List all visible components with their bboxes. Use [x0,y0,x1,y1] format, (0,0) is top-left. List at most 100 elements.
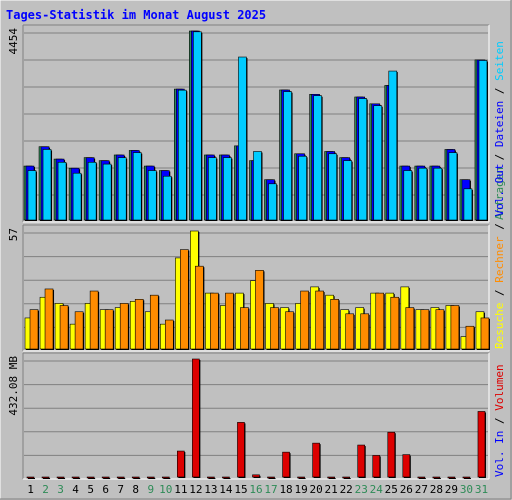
bar-seiten-day-5 [87,162,98,221]
bar-volumen-day-6-shadow [103,478,111,479]
day-label-9: 9 [147,483,154,496]
bar-rechner-day-3-body [59,305,69,350]
panel-volume: 432.08 MB Vol. In / Volumen [7,352,506,480]
bar-volumen-day-8-shadow [133,478,141,479]
panel-hits-legend: Anfragen / Dateien / Seiten [493,41,506,220]
bar-volumen-day-24-body [372,455,381,478]
bar-volumen-day-22 [342,476,351,479]
bar-rechner-day-8 [134,299,145,350]
bar-rechner-day-8-body [134,299,144,350]
panel-visits-legend: Besuche / Rechner / Vol. Out [493,164,506,349]
bar-volumen-day-21-body [327,476,335,479]
day-label-18: 18 [279,483,292,496]
panel-hits-legend-segment: / [493,81,506,101]
day-label-19: 19 [294,483,307,496]
day-label-26: 26 [400,483,413,496]
bar-volumen-day-16-body [252,474,260,478]
bar-volumen-day-31-body [477,411,486,478]
bar-rechner-day-3 [59,305,70,350]
bar-rechner-day-23 [360,313,370,350]
panel-hits: 4454 Anfragen / Dateien / Seiten [7,24,506,223]
bar-volumen-day-16 [252,474,261,478]
bar-rechner-day-11 [180,249,190,350]
bar-volumen-day-13-body [207,476,215,479]
bar-rechner-day-16 [255,270,265,350]
bar-seiten-day-12-body [193,31,202,221]
bar-volumen-day-15-body [237,422,245,478]
bar-volumen-day-23 [357,444,366,478]
day-label-13: 13 [204,483,217,496]
panel-visits-legend-segment: / [493,283,506,303]
bar-volumen-day-19 [297,476,306,479]
bar-volumen-day-12 [192,358,201,478]
bar-volumen-day-19-body [297,476,305,479]
bar-seiten-day-1 [27,170,37,221]
panel-visits-legend-segment: / [493,217,506,237]
panel-hits-scale-label: 4454 [7,28,20,55]
bar-rechner-day-13 [210,292,220,350]
bar-volumen-day-27-body [417,476,426,479]
bar-seiten-day-31-body [478,60,488,221]
panel-visits-legend-segment: Vol. Out [493,164,506,217]
bar-rechner-day-21 [330,299,340,350]
bar-volumen-day-17-body [267,476,275,479]
bar-volumen-day-21-shadow [328,478,336,479]
bar-volumen-day-5-shadow [88,478,96,479]
bar-seiten-day-12 [193,31,203,222]
bar-seiten-day-27-body [418,167,428,221]
bar-rechner-day-30-body [465,325,475,350]
bar-seiten-day-14 [223,157,233,221]
bar-rechner-day-21-body [330,299,339,350]
day-label-2: 2 [42,483,49,496]
bar-volumen-day-7-shadow [118,478,126,479]
bar-rechner-day-10 [164,319,175,350]
bar-rechner-day-5 [89,290,100,350]
day-label-28: 28 [430,483,443,496]
bar-rechner-day-7-body [119,303,129,350]
panel-hits-legend-segment: / [493,147,506,167]
panel-visits-scale-label: 57 [7,228,20,241]
bar-volumen-day-14-body [222,476,230,479]
bar-volumen-day-30-shadow [463,478,471,479]
bar-volumen-day-29 [447,476,456,479]
bar-rechner-day-18-body [285,311,294,350]
bar-volumen-day-24 [372,455,381,478]
bar-rechner-day-6 [104,309,115,350]
day-label-5: 5 [87,483,94,496]
bar-rechner-day-4-body [74,311,84,350]
bar-volumen-day-19-shadow [298,478,306,479]
bar-volumen-day-17-shadow [268,478,276,479]
day-label-15: 15 [234,483,247,496]
day-label-8: 8 [132,483,139,496]
bar-rechner-day-31 [480,317,490,350]
bar-volumen-day-20-body [312,442,320,478]
chart-title: Tages-Statistik im Monat August 2025 [6,8,266,22]
bar-volumen-day-27-shadow [418,478,426,479]
bar-seiten-day-29 [448,152,458,221]
bar-rechner-day-26-body [405,307,415,350]
bar-volumen-day-3 [56,476,66,479]
bar-seiten-day-13 [208,157,218,221]
bar-rechner-day-18 [285,311,295,350]
bar-volumen-day-20 [312,442,321,478]
panel-volume-scale-label: 432.08 MB [7,356,20,416]
bar-seiten-day-30 [463,188,473,221]
bar-rechner-day-19-body [300,290,309,350]
panel-volume-legend: Vol. In / Volumen [493,364,506,477]
day-label-31: 31 [475,483,488,496]
bar-rechner-day-20 [315,290,325,350]
bar-rechner-day-25-body [390,296,400,350]
bar-seiten-day-6-body [102,163,112,221]
bar-volumen-day-22-shadow [343,478,351,479]
bar-seiten-day-9 [147,170,158,221]
bar-volumen-day-9-body [146,476,155,479]
bar-volumen-day-22-body [342,476,350,479]
bar-volumen-day-2-body [41,476,50,479]
panel-volume-legend-segment: / [493,411,506,431]
bar-seiten-day-20 [313,95,323,221]
bar-volumen-day-4 [71,476,81,479]
panel-visits: 57 Besuche / Rechner / Vol. Out [7,164,506,352]
bar-volumen-day-1 [26,476,35,479]
bar-volumen-day-10-shadow [163,478,171,479]
bar-seiten-day-21 [328,153,338,221]
